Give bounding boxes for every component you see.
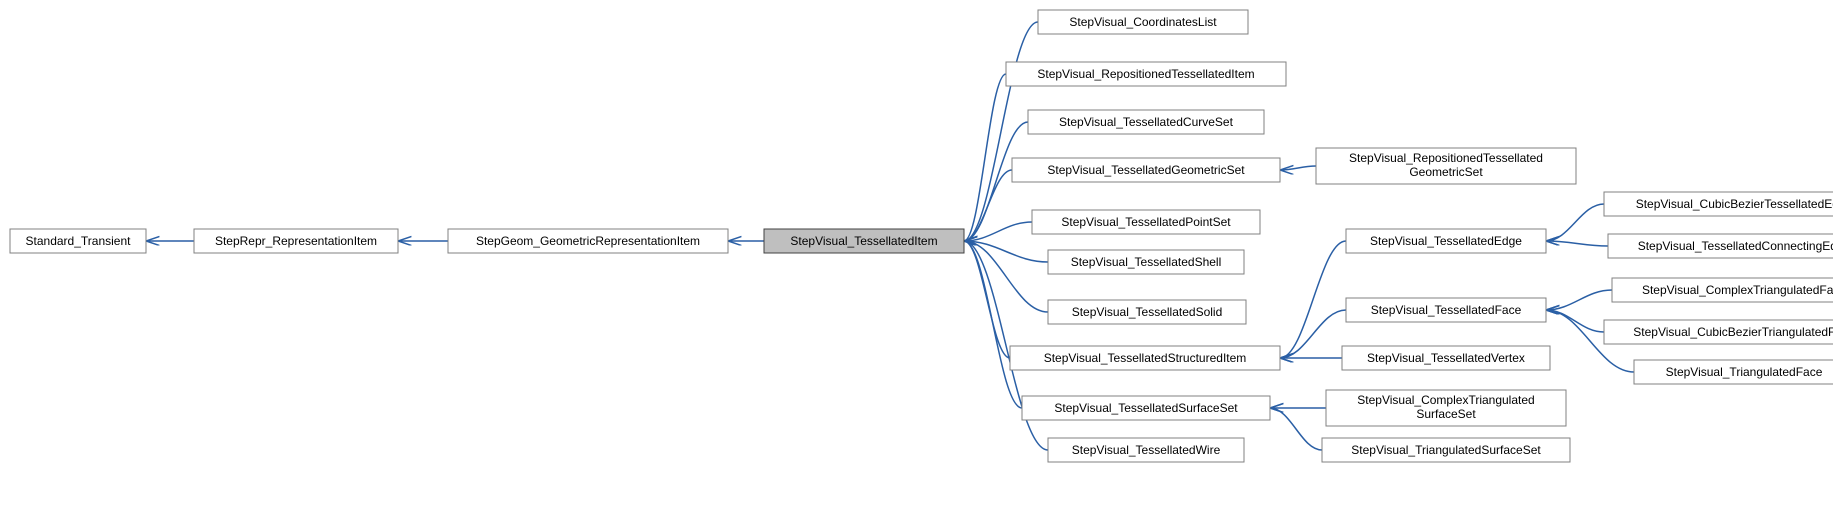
edge: [964, 241, 1022, 408]
class-node[interactable]: StepVisual_RepositionedTessellatedItem: [1006, 62, 1286, 86]
class-node-label: StepVisual_RepositionedTessellated: [1349, 151, 1543, 165]
class-node[interactable]: StepVisual_TessellatedConnectingEdge: [1608, 234, 1833, 258]
edge: [964, 74, 1006, 241]
class-node[interactable]: StepVisual_TriangulatedFace: [1634, 360, 1833, 384]
class-node[interactable]: StepVisual_TessellatedFace: [1346, 298, 1546, 322]
inheritance-diagram: Standard_Transient StepRepr_Representatio…: [0, 0, 1833, 509]
class-node[interactable]: StepVisual_ComplexTriangulatedFace: [1612, 278, 1833, 302]
class-node-label: StepVisual_TriangulatedSurfaceSet: [1351, 443, 1541, 457]
class-node[interactable]: StepVisual_TessellatedEdge: [1346, 229, 1546, 253]
edge: [1546, 310, 1604, 332]
class-node-label: StepVisual_TriangulatedFace: [1666, 365, 1823, 379]
edge: [1280, 241, 1346, 358]
class-node-label: StepVisual_TessellatedItem: [790, 234, 937, 248]
class-node[interactable]: StepVisual_TessellatedGeometricSet: [1012, 158, 1280, 182]
class-node-label: Standard_Transient: [26, 234, 132, 248]
class-node-label: StepVisual_TessellatedConnectingEdge: [1638, 239, 1833, 253]
class-node[interactable]: Standard_Transient: [10, 229, 146, 253]
class-node-label: StepVisual_CoordinatesList: [1069, 15, 1217, 29]
edge: [1546, 241, 1608, 246]
class-node[interactable]: StepVisual_TessellatedStructuredItem: [1010, 346, 1280, 370]
class-node-label: StepVisual_TessellatedGeometricSet: [1047, 163, 1245, 177]
class-node-label: StepVisual_ComplexTriangulatedFace: [1642, 283, 1833, 297]
class-node-label: StepVisual_TessellatedVertex: [1367, 351, 1525, 365]
edge: [1546, 290, 1612, 310]
edge: [964, 22, 1038, 241]
class-node[interactable]: StepVisual_RepositionedTessellatedGeomet…: [1316, 148, 1576, 184]
class-node[interactable]: StepVisual_TessellatedPointSet: [1032, 210, 1260, 234]
class-node[interactable]: StepVisual_TriangulatedSurfaceSet: [1322, 438, 1570, 462]
class-node-label: StepVisual_TessellatedSolid: [1072, 305, 1223, 319]
class-node[interactable]: StepVisual_ComplexTriangulatedSurfaceSet: [1326, 390, 1566, 426]
class-node-label: StepRepr_RepresentationItem: [215, 234, 377, 248]
class-node[interactable]: StepVisual_TessellatedItem: [764, 229, 964, 253]
class-node-label: StepVisual_TessellatedEdge: [1370, 234, 1522, 248]
class-node-label: StepVisual_CubicBezierTriangulatedFace: [1633, 325, 1833, 339]
class-node[interactable]: StepVisual_CubicBezierTessellatedEdge: [1604, 192, 1833, 216]
class-node-label: StepVisual_TessellatedSurfaceSet: [1054, 401, 1238, 415]
class-node-label: StepVisual_TessellatedStructuredItem: [1044, 351, 1247, 365]
class-node[interactable]: StepVisual_TessellatedWire: [1048, 438, 1244, 462]
class-node[interactable]: StepVisual_TessellatedShell: [1048, 250, 1244, 274]
class-node-label: StepVisual_CubicBezierTessellatedEdge: [1636, 197, 1833, 211]
class-node-label: GeometricSet: [1409, 165, 1483, 179]
edge: [1546, 204, 1604, 241]
class-node[interactable]: StepVisual_TessellatedCurveSet: [1028, 110, 1264, 134]
edge: [1280, 166, 1316, 170]
class-node[interactable]: StepVisual_TessellatedSurfaceSet: [1022, 396, 1270, 420]
class-node-label: StepVisual_TessellatedCurveSet: [1059, 115, 1234, 129]
class-node-label: StepVisual_TessellatedShell: [1071, 255, 1222, 269]
class-node-label: StepVisual_TessellatedFace: [1371, 303, 1522, 317]
class-node-label: StepVisual_ComplexTriangulated: [1357, 393, 1534, 407]
class-node[interactable]: StepGeom_GeometricRepresentationItem: [448, 229, 728, 253]
class-node[interactable]: StepVisual_TessellatedVertex: [1342, 346, 1550, 370]
edge: [1280, 310, 1346, 358]
class-node[interactable]: StepVisual_CubicBezierTriangulatedFace: [1604, 320, 1833, 344]
class-node-label: StepVisual_TessellatedWire: [1072, 443, 1221, 457]
class-node[interactable]: StepVisual_TessellatedSolid: [1048, 300, 1246, 324]
class-node-label: StepGeom_GeometricRepresentationItem: [476, 234, 700, 248]
edge: [1270, 408, 1322, 450]
class-node-label: StepVisual_TessellatedPointSet: [1061, 215, 1231, 229]
class-node[interactable]: StepRepr_RepresentationItem: [194, 229, 398, 253]
class-node-label: StepVisual_RepositionedTessellatedItem: [1037, 67, 1254, 81]
class-node[interactable]: StepVisual_CoordinatesList: [1038, 10, 1248, 34]
class-node-label: SurfaceSet: [1416, 407, 1476, 421]
